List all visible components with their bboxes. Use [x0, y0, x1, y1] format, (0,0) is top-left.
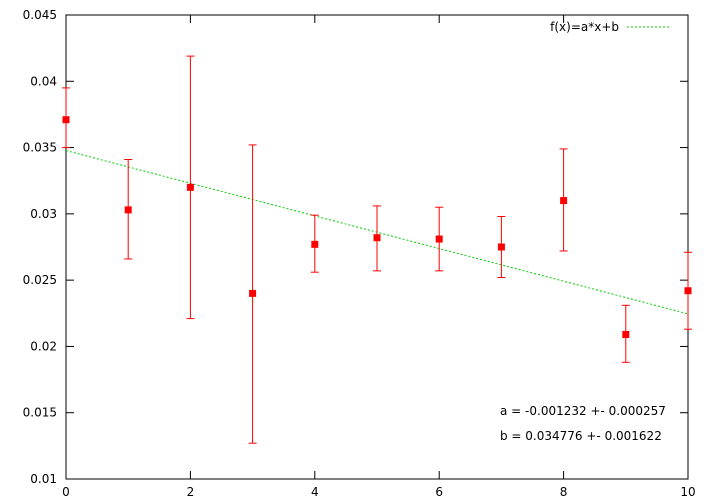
errorbars-group — [62, 55, 692, 444]
legend: f(x)=a*x+b — [550, 20, 670, 34]
annotation-a: a = -0.001232 +- 0.000257 — [500, 404, 666, 418]
y-tick-label: 0.035 — [23, 141, 57, 155]
x-tick-label: 4 — [311, 485, 319, 499]
data-point — [249, 289, 257, 297]
plot-frame — [65, 14, 689, 480]
x-tick-label: 8 — [560, 485, 568, 499]
x-tick-label: 10 — [680, 485, 695, 499]
y-tick-label: 0.01 — [30, 472, 57, 486]
axis-tick-labels: 0 2 4 6 8 10 0.01 0.015 0.02 0.025 0.03 0.035 0.04 0.… — [23, 8, 696, 499]
y-tick-label: 0.015 — [23, 406, 57, 420]
data-point — [124, 206, 132, 214]
x-tick-label: 6 — [435, 485, 443, 499]
y-tick-label: 0.045 — [23, 8, 57, 22]
annotation-b: b = 0.034776 +- 0.001622 — [500, 429, 662, 443]
y-tick-label: 0.04 — [30, 74, 57, 88]
data-point — [560, 197, 568, 205]
y-tick-label: 0.02 — [30, 339, 57, 353]
y-tick-label: 0.03 — [30, 207, 57, 221]
data-point — [684, 287, 692, 295]
data-point — [435, 235, 443, 243]
data-point — [497, 243, 505, 251]
y-tick-label: 0.025 — [23, 273, 57, 287]
axis-ticks — [65, 14, 689, 480]
data-point — [311, 240, 319, 248]
data-point — [62, 116, 70, 124]
data-point — [373, 234, 381, 242]
points-group — [62, 116, 692, 338]
fit-annotations: a = -0.001232 +- 0.000257 b = 0.034776 +… — [500, 404, 666, 443]
data-point — [622, 330, 630, 338]
x-tick-label: 0 — [62, 485, 70, 499]
data-point — [186, 183, 194, 191]
legend-label: f(x)=a*x+b — [550, 20, 619, 34]
x-tick-label: 2 — [187, 485, 195, 499]
